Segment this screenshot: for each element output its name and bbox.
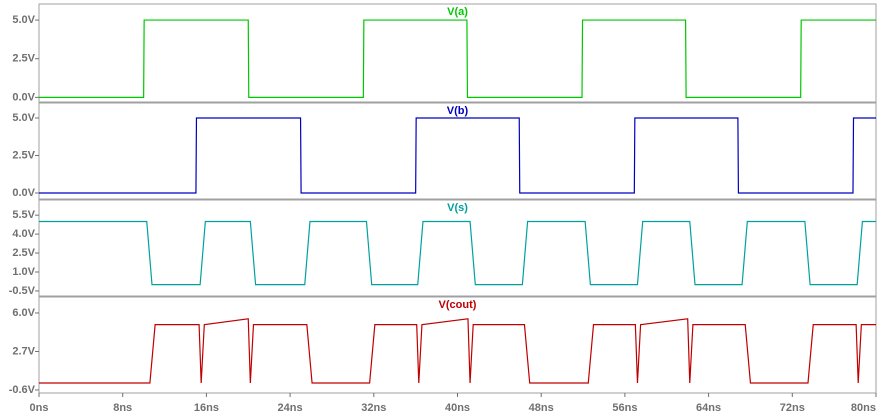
x-tick-label: 8ns — [113, 402, 132, 414]
trace — [39, 117, 876, 194]
trace — [39, 318, 876, 384]
y-tick-label: 5.5V — [12, 209, 35, 221]
plot-frame — [38, 3, 877, 103]
y-tick-label: -0.5V — [9, 285, 36, 297]
trace-title: V(s) — [447, 202, 468, 214]
x-tick-label: 48ns — [529, 402, 554, 414]
trace-title: V(a) — [447, 6, 468, 18]
x-tick-label: 0ns — [30, 402, 49, 414]
x-tick-label: 16ns — [194, 402, 219, 414]
y-tick-label: 5.0V — [12, 14, 35, 26]
y-tick-label: 5.0V — [12, 112, 35, 124]
plot-frame — [38, 296, 877, 394]
x-tick-label: 40ns — [445, 402, 470, 414]
x-tick-label: 56ns — [612, 402, 637, 414]
trace-title: V(cout) — [439, 299, 477, 311]
x-tick-label: 72ns — [780, 402, 805, 414]
x-tick-label: 24ns — [278, 402, 303, 414]
x-tick-label: 32ns — [361, 402, 386, 414]
y-tick-label: 2.5V — [12, 149, 35, 161]
trace — [39, 220, 876, 286]
trace-title: V(b) — [447, 105, 469, 117]
y-tick-label: 2.5V — [12, 247, 35, 259]
y-tick-label: -0.6V — [9, 384, 36, 396]
x-tick-label: 80ns — [851, 402, 876, 414]
y-tick-label: 0.0V — [12, 187, 35, 199]
trace — [39, 19, 876, 98]
y-tick-label: 1.0V — [12, 266, 35, 278]
y-tick-label: 0.0V — [12, 91, 35, 103]
plot-frame — [38, 102, 877, 200]
y-tick-label: 6.0V — [12, 307, 35, 319]
x-tick-label: 64ns — [696, 402, 721, 414]
y-tick-label: 4.0V — [12, 228, 35, 240]
y-tick-label: 2.7V — [12, 345, 35, 357]
y-tick-label: 2.5V — [12, 53, 35, 65]
plot-frame — [38, 199, 877, 297]
